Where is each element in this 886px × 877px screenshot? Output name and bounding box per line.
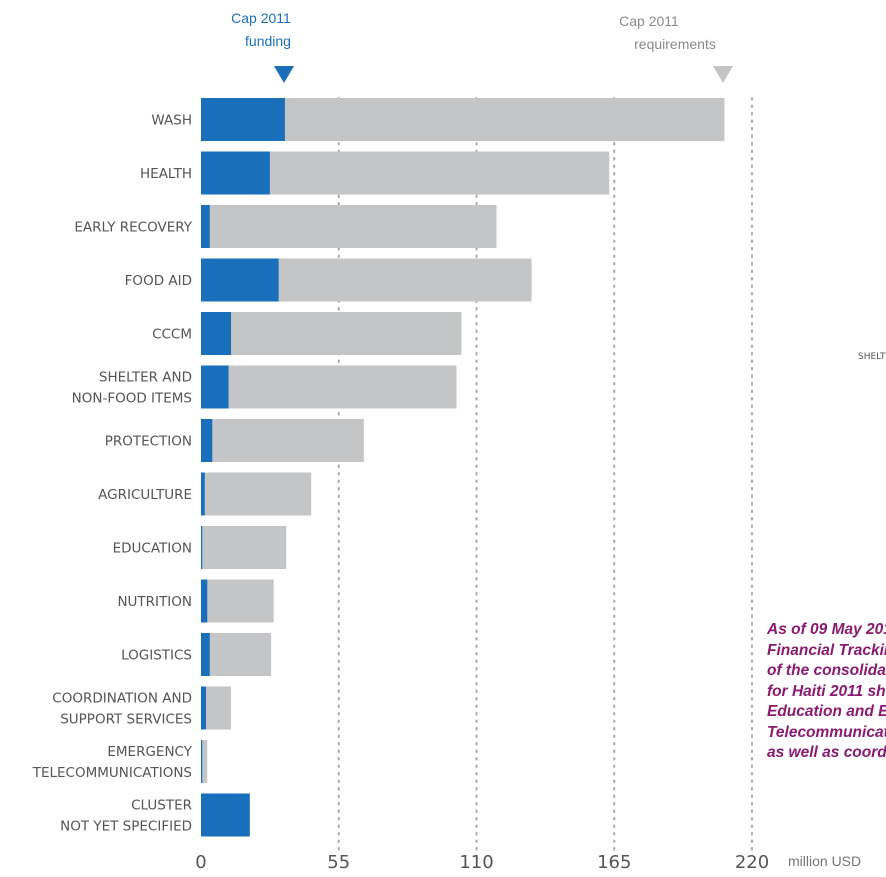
requirements-bar-8 [201,526,287,569]
bars [201,98,725,837]
legend-requirements: Cap 2011 requirements [619,13,733,83]
funding-bar-13 [201,793,250,837]
funding-bar-5 [201,365,229,409]
category-label-10: LOGISTICS [121,648,192,664]
requirements-bar-5 [201,365,457,409]
category-label-1: HEALTH [140,166,192,182]
funding-bar-7 [201,472,205,516]
category-label-3: FOOD AID [125,273,192,289]
x-tick-0: 0 [195,852,206,873]
requirements-bar-7 [201,472,312,516]
funding-bar-1 [201,151,270,195]
funding-bar-9 [201,579,208,623]
category-label-7: AGRICULTURE [98,487,192,503]
funding-bar-8 [201,526,203,569]
funding-bar-3 [201,258,279,302]
category-label-9: NUTRITION [117,594,192,610]
requirements-bar-4 [201,312,462,355]
legend-funding: Cap 2011 funding [231,10,294,83]
funding-bar-12 [201,740,203,783]
legend-funding-line-1: Cap 2011 [231,10,291,26]
category-label-12-line-2: TELECOMMUNICATIONS [32,765,192,781]
category-label-0: WASH [151,113,192,129]
legend-funding-line-2: funding [245,33,291,49]
legend-funding-marker [274,66,294,83]
category-label-8: EDUCATION [113,541,192,557]
requirements-bar-10 [201,633,272,676]
legend-requirements-marker [713,66,733,83]
requirements-bar-6 [201,419,364,462]
gridlines [337,97,753,851]
category-label-2: EARLY RECOVERY [74,220,192,236]
requirements-bar-2 [201,205,497,248]
note-line-6: Telecommunications clusters [767,723,886,741]
clipped-label: SHELTER [858,352,886,362]
category-label-11-line-1: COORDINATION AND [52,691,192,707]
category-label-12-line-1: EMERGENCY [107,744,192,760]
x-tick-110: 110 [459,852,493,873]
category-label-6: PROTECTION [105,434,192,450]
x-tick-220: 220 [735,852,769,873]
category-label-13-line-1: CLUSTER [131,798,192,814]
requirements-bar-0 [201,98,725,141]
category-labels: WASH HEALTH EARLY RECOVERY FOOD AID CCCM SHEL… [32,113,193,835]
category-label-13-line-2: NOT YET SPECIFIED [60,819,192,835]
funding-bar-0 [201,98,285,141]
funding-bar-11 [201,686,207,730]
note-line-2: Financial Tracking Service [767,641,886,659]
funding-bar-4 [201,312,232,355]
funding-bar-6 [201,419,213,462]
legend-requirements-line-2: requirements [634,36,716,52]
x-tick-labels: 0 55 110 165 220 [195,852,769,873]
funding-note: As of 09 May 2011, Financial Tracking Ser… [767,620,886,760]
x-unit-label: million USD [788,853,861,869]
funding-bar-2 [201,205,210,248]
x-tick-165: 165 [597,852,631,873]
category-label-5-line-2: NON-FOOD ITEMS [72,391,192,407]
note-line-1: As of 09 May 2011, [767,621,886,638]
requirements-bar-9 [201,579,274,623]
legend-requirements-line-1: Cap 2011 [619,13,679,29]
category-label-11-line-2: SUPPORT SERVICES [60,712,192,728]
category-label-4: CCCM [152,327,192,343]
note-line-3: of the consolidated appeal [767,662,886,679]
note-line-5: Education and Emergency [767,703,886,720]
legend: Cap 2011 funding Cap 2011 requirements [231,10,733,83]
funding-bar-10 [201,633,210,676]
requirements-bar-12 [201,740,208,783]
note-line-7: as well as coordination and [767,744,886,760]
x-tick-55: 55 [327,852,350,873]
note-line-4: for Haiti 2011 shows that [767,682,886,700]
category-label-5-line-1: SHELTER AND [99,370,192,386]
